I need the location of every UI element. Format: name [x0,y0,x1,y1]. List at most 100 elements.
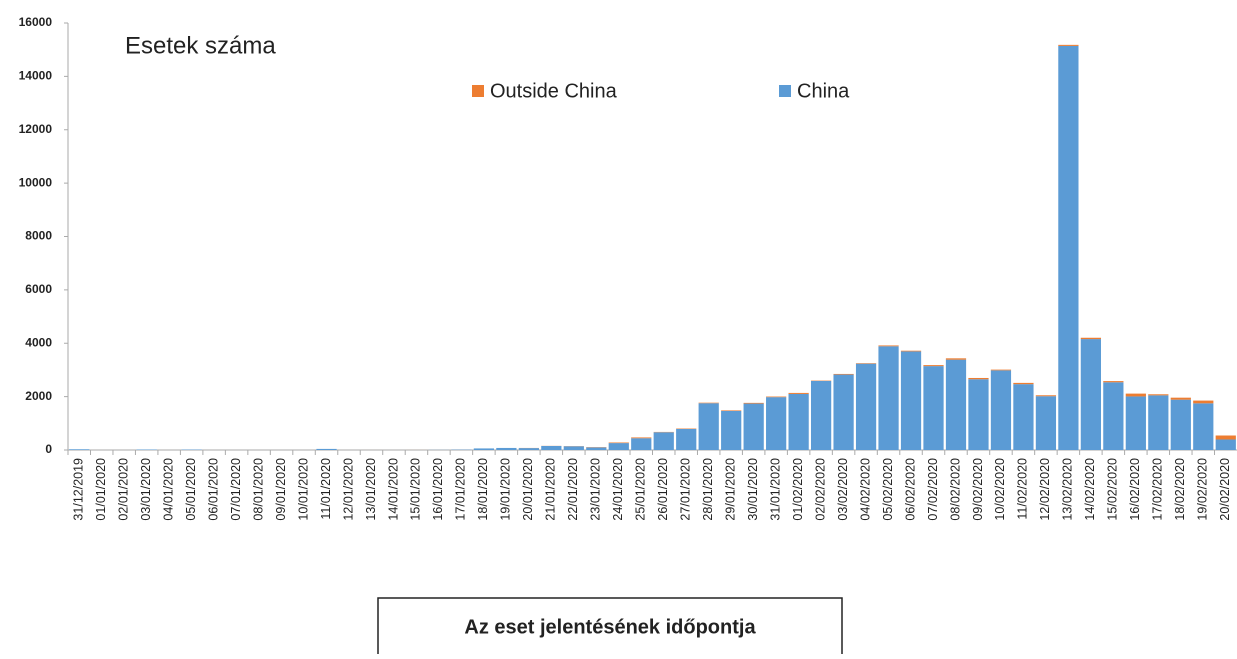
bar [1148,394,1168,395]
legend-label: China [797,80,850,102]
bar [1013,383,1033,384]
bar [1126,394,1146,397]
x-tick-label: 31/01/2020 [768,458,782,521]
y-tick-label: 0 [45,442,52,456]
bar [856,363,876,364]
y-tick-label: 10000 [19,175,53,189]
x-tick-label: 12/02/2020 [1038,458,1052,521]
bar [789,394,809,450]
x-tick-label: 24/01/2020 [611,458,625,521]
bar [1036,396,1056,450]
bar [316,449,336,450]
x-tick-label: 07/02/2020 [926,458,940,521]
x-tick-label: 23/01/2020 [589,458,603,521]
bar [811,381,831,450]
x-tick-label: 13/01/2020 [364,458,378,521]
bar [721,410,741,411]
bar [699,403,719,450]
bar [1216,436,1236,440]
x-tick-label: 28/01/2020 [701,458,715,521]
bar [1036,395,1056,396]
x-tick-label: 20/02/2020 [1218,458,1232,521]
x-tick-label: 14/01/2020 [386,458,400,521]
bar [1193,401,1213,404]
x-tick-label: 19/02/2020 [1196,458,1210,521]
x-tick-label: 16/01/2020 [431,458,445,521]
bar [1103,381,1123,382]
x-tick-label: 12/01/2020 [341,458,355,521]
bar [968,378,988,379]
x-tick-label: 21/01/2020 [544,458,558,521]
bar [1081,339,1101,450]
bar [789,393,809,394]
y-tick-label: 12000 [19,122,53,136]
bar [1148,395,1168,450]
x-tick-label: 02/02/2020 [813,458,827,521]
x-tick-label: 06/01/2020 [206,458,220,521]
bar [474,448,494,450]
x-tick-label: 11/01/2020 [319,458,333,520]
x-tick-label: 31/12/2019 [72,458,86,521]
x-tick-label: 20/01/2020 [521,458,535,521]
x-tick-label: 01/01/2020 [94,458,108,521]
bar [744,403,764,404]
x-tick-label: 10/02/2020 [993,458,1007,521]
bar [901,351,921,450]
x-tick-label: 05/01/2020 [184,458,198,521]
bar [1126,396,1146,450]
bar [1058,45,1078,46]
x-tick-label: 09/02/2020 [971,458,985,521]
x-tick-label: 14/02/2020 [1083,458,1097,521]
bar [1013,384,1033,450]
x-axis-label: Az eset jelentésének időpontja [464,616,756,638]
bar [631,437,651,438]
x-tick-label: 03/02/2020 [836,458,850,521]
x-tick-label: 19/01/2020 [499,458,513,521]
x-tick-label: 18/02/2020 [1173,458,1187,521]
bar [923,365,943,366]
x-tick-label: 30/01/2020 [746,458,760,521]
bar [69,449,89,450]
bar [541,446,561,450]
bar [654,432,674,450]
x-tick-label: 16/02/2020 [1128,458,1142,521]
bar [519,448,539,450]
bar [721,411,741,450]
x-tick-label: 04/02/2020 [858,458,872,521]
x-tick-label: 02/01/2020 [116,458,130,521]
y-tick-label: 2000 [25,389,52,403]
legend-swatch [472,85,484,97]
bar [1103,382,1123,450]
x-tick-label: 25/01/2020 [634,458,648,521]
bar [1081,338,1101,339]
x-tick-label: 22/01/2020 [566,458,580,521]
x-tick-label: 05/02/2020 [881,458,895,521]
x-tick-label: 09/01/2020 [274,458,288,521]
chart-title: Esetek száma [125,32,276,59]
x-tick-label: 15/02/2020 [1106,458,1120,521]
x-tick-label: 17/02/2020 [1151,458,1165,521]
x-tick-label: 08/02/2020 [948,458,962,521]
bar [833,374,853,375]
x-tick-label: 13/02/2020 [1061,458,1075,521]
bar [766,397,786,450]
bar [946,358,966,359]
x-tick-label: 17/01/2020 [454,458,468,521]
y-tick-label: 8000 [25,229,52,243]
bar [744,404,764,450]
y-tick-label: 14000 [19,69,53,83]
bar [878,346,898,450]
bar [676,429,696,450]
bar [609,443,629,450]
x-tick-label: 15/01/2020 [409,458,423,521]
bar [1216,439,1236,450]
x-tick-label: 10/01/2020 [296,458,310,521]
bar [1058,46,1078,450]
bar [1171,400,1191,450]
legend-swatch [779,85,791,97]
legend-label: Outside China [490,80,618,102]
bar [901,351,921,352]
bar [766,397,786,398]
bar [564,446,584,450]
